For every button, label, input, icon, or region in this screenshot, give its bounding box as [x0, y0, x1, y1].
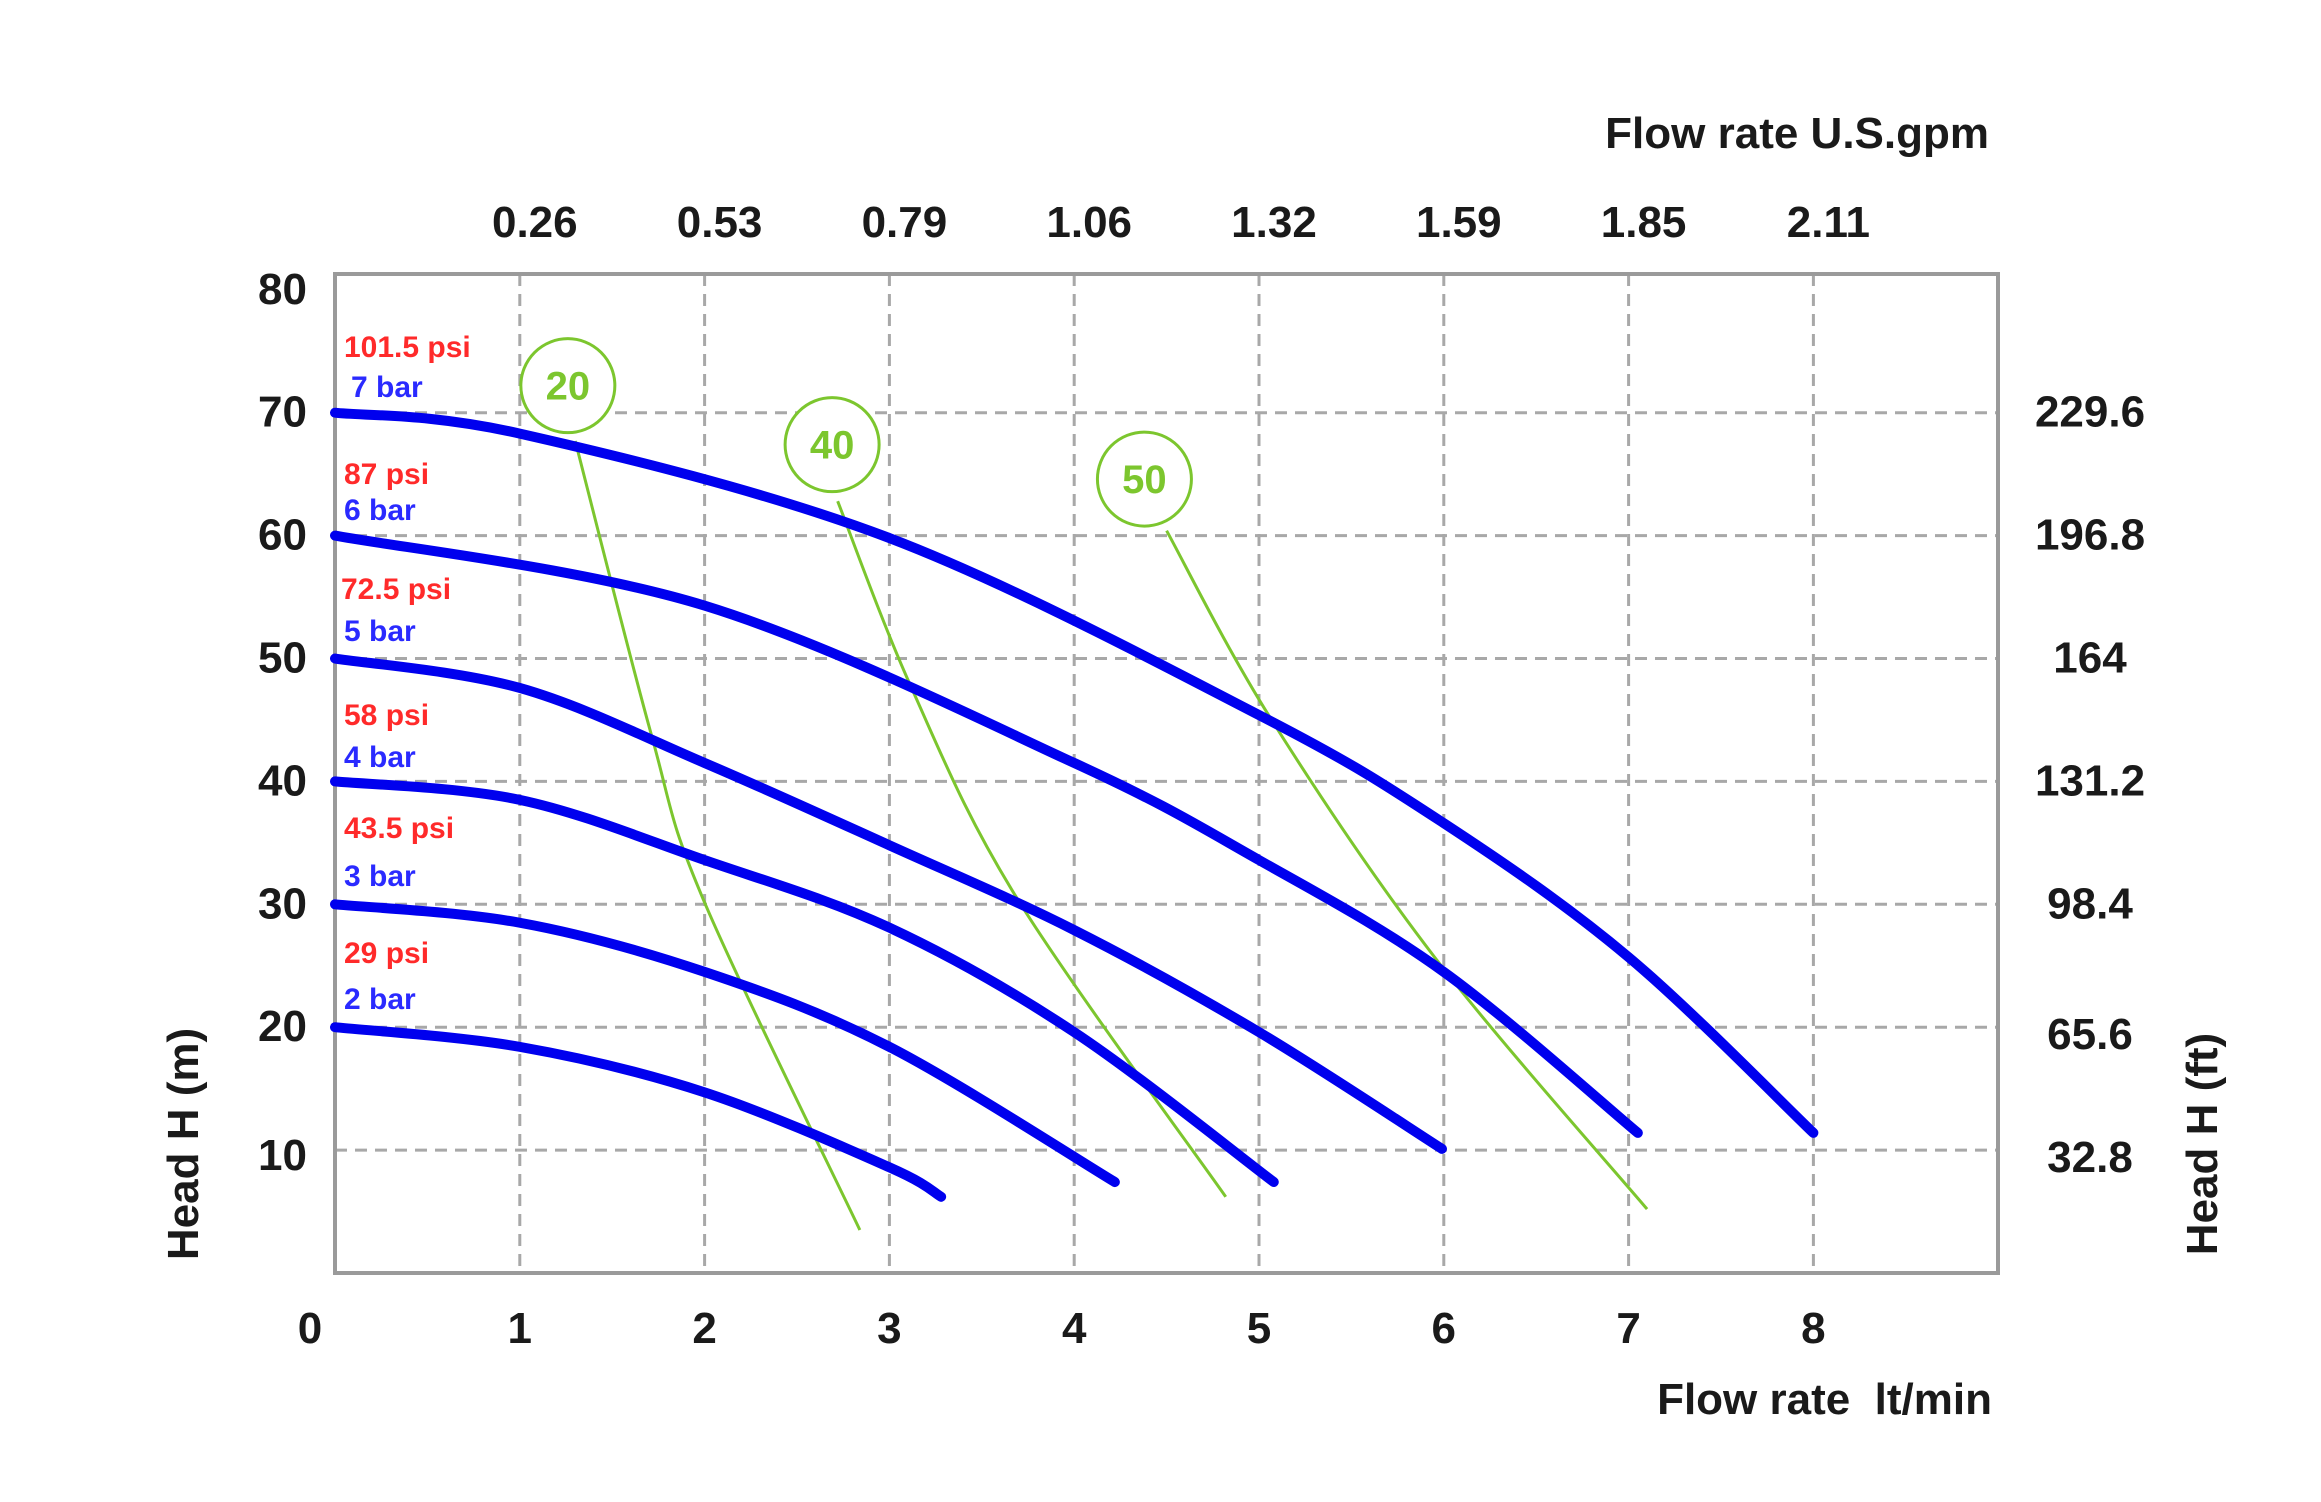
pressure-curves: [330, 407, 1819, 1202]
y2-tick-label: 196.8: [2035, 511, 2145, 560]
x-tick-label: 4: [1062, 1304, 1087, 1353]
y-tick-label: 60: [258, 511, 307, 560]
x-tick-label: 2: [692, 1304, 716, 1353]
x2-tick-label: 1.06: [1046, 198, 1132, 247]
efficiency-label: 40: [810, 424, 855, 468]
y2-tick-label: 32.8: [2047, 1133, 2133, 1182]
y2-tick-label: 229.6: [2035, 388, 2145, 437]
psi-label-5bar: 72.5 psi: [341, 573, 451, 606]
y-tick-label: 20: [258, 1002, 307, 1051]
bottom-axis-title: Flow rate lt/min: [1657, 1375, 1992, 1424]
x-tick-label: 0: [298, 1304, 322, 1353]
bar-label-5bar: 5 bar: [344, 615, 416, 648]
bar-label-2bar: 2 bar: [344, 983, 416, 1016]
efficiency-marker-50: [1095, 430, 1193, 528]
psi-label-2bar: 29 psi: [344, 937, 429, 970]
x2-tick-label: 1.85: [1601, 198, 1687, 247]
plot-frame: [333, 272, 2000, 1275]
x-tick-label: 1: [508, 1304, 532, 1353]
efficiency-line-20: [573, 440, 862, 1231]
y-tick-label: 30: [258, 879, 307, 928]
x2-tick-label: 2.11: [1787, 198, 1870, 247]
y-tick-label: 10: [258, 1131, 307, 1180]
y-tick-label: 40: [258, 756, 307, 805]
curve-7bar: [330, 407, 1819, 1138]
left-axis-title: Head H (m): [159, 1028, 208, 1260]
x2-tick-label: 1.59: [1416, 198, 1502, 247]
bar-label-6bar: 6 bar: [344, 494, 416, 527]
bar-label-7bar: 7 bar: [351, 371, 423, 404]
x-tick-label: 8: [1801, 1304, 1825, 1353]
bar-label-4bar: 4 bar: [344, 741, 416, 774]
psi-label-4bar: 58 psi: [344, 699, 429, 732]
curve-4bar: [330, 776, 1279, 1188]
x2-tick-label: 0.79: [862, 198, 948, 247]
bar-label-3bar: 3 bar: [344, 860, 416, 893]
y-tick-label: 70: [258, 388, 307, 437]
efficiency-marker-20: [519, 337, 617, 435]
y2-tick-label: 98.4: [2047, 879, 2133, 928]
y-tick-label: 50: [258, 634, 307, 683]
right-axis-title: Head H (ft): [2178, 1033, 2227, 1255]
efficiency-line-50: [1165, 529, 1649, 1211]
grid-lines: [335, 274, 1998, 1273]
x-tick-label: 6: [1432, 1304, 1456, 1353]
y2-tick-label: 131.2: [2035, 756, 2145, 805]
top-axis-title: Flow rate U.S.gpm: [1605, 109, 1989, 158]
curve-6bar: [330, 530, 1643, 1138]
axis-ticks: 0 1 2 3 4 5 6 7 8 0.26 0.53 0.79 1.06 1.32 1.59 1.85 2.1…: [258, 198, 2145, 1353]
psi-label-6bar: 87 psi: [344, 458, 429, 491]
curve-3bar: [330, 899, 1120, 1188]
y2-tick-label: 164: [2053, 634, 2127, 683]
x2-tick-label: 0.53: [677, 198, 763, 247]
x-tick-label: 3: [877, 1304, 901, 1353]
efficiency-label: 20: [546, 365, 591, 409]
curve-labels: 101.5 psi 7 bar 87 psi 6 bar 72.5 psi 5 …: [341, 331, 471, 1016]
efficiency-label: 50: [1122, 458, 1167, 502]
psi-label-3bar: 43.5 psi: [344, 812, 454, 845]
efficiency-marker-40: [783, 396, 881, 494]
psi-label-7bar: 101.5 psi: [344, 331, 471, 364]
y2-tick-label: 65.6: [2047, 1010, 2133, 1059]
curve-5bar: [330, 653, 1447, 1154]
x-tick-label: 7: [1616, 1304, 1640, 1353]
x2-tick-label: 1.32: [1231, 198, 1317, 247]
x-tick-label: 5: [1247, 1304, 1271, 1353]
x2-tick-label: 0.26: [492, 198, 578, 247]
curve-2bar: [330, 1022, 947, 1202]
y-tick-label: 80: [258, 265, 307, 314]
